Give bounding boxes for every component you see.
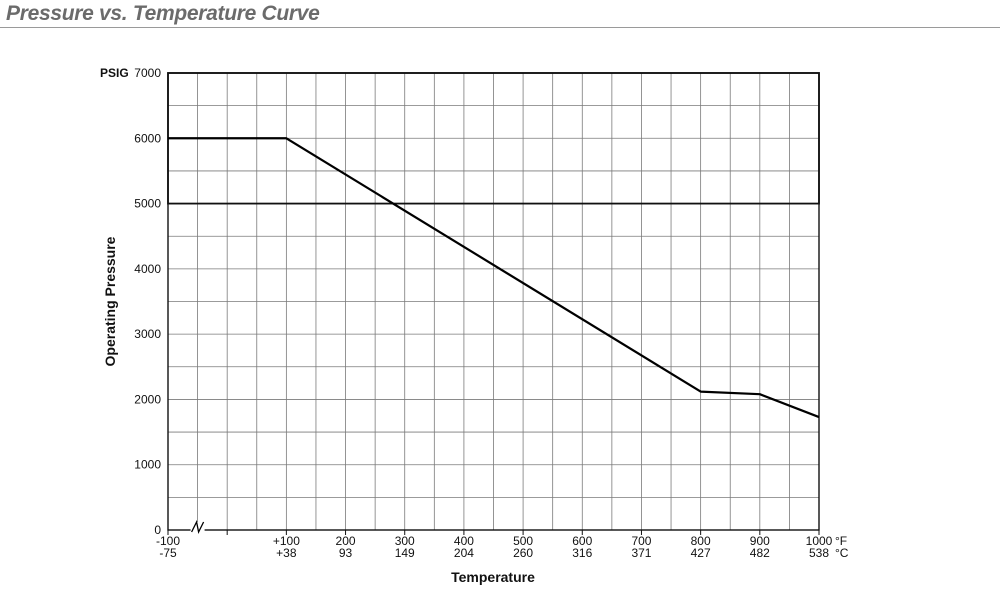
x-tick-label-c: 93 [339, 546, 353, 560]
x-tick-label-c: +38 [276, 546, 297, 560]
x-tick-label-f: -100 [156, 534, 180, 548]
x-tick-label-c: -75 [159, 546, 177, 560]
x-unit-fahrenheit: °F [835, 534, 847, 548]
x-tick-label-f: 200 [336, 534, 356, 548]
y-tick-label: 0 [154, 523, 161, 537]
x-tick-label-c: 149 [395, 546, 415, 560]
x-tick-label-f: 600 [572, 534, 592, 548]
x-unit-celsius: °C [835, 546, 849, 560]
y-tick-label: 3000 [134, 327, 161, 341]
y-unit-label: PSIG [100, 66, 129, 80]
x-tick-label-c: 204 [454, 546, 474, 560]
y-axis-title: Operating Pressure [102, 236, 118, 366]
y-tick-label: 5000 [134, 197, 161, 211]
y-tick-label: 2000 [134, 392, 161, 406]
x-tick-label-f: 300 [395, 534, 415, 548]
x-tick-label-c: 482 [750, 546, 770, 560]
series [168, 137, 820, 419]
x-tick-label-c: 538 [809, 546, 829, 560]
x-tick-label-c: 316 [572, 546, 592, 560]
x-tick-label-c: 427 [691, 546, 711, 560]
y-tick-label: 6000 [134, 131, 161, 145]
page-title: Pressure vs. Temperature Curve [6, 2, 320, 25]
x-tick-label-c: 371 [631, 546, 651, 560]
title-divider [0, 27, 1000, 28]
x-tick-label-f: 900 [750, 534, 770, 548]
x-tick-label-f: +100 [273, 534, 300, 548]
x-tick-label-f: 500 [513, 534, 533, 548]
y-tick-label: 1000 [134, 458, 161, 472]
tick-labels: 0 1000 2000 3000 4000 5000 6000 7000 -100-75 +100… [134, 66, 832, 560]
grid [167, 72, 820, 531]
axis-break-icon [190, 520, 205, 534]
x-tick-label-f: 1000 [806, 534, 833, 548]
pressure-curve [168, 137, 820, 419]
x-tick-label-f: 400 [454, 534, 474, 548]
x-tick-label-f: 700 [631, 534, 651, 548]
y-tick-label: 7000 [134, 66, 161, 80]
x-tick-label-f: 800 [691, 534, 711, 548]
x-axis-title: Temperature [451, 569, 535, 585]
x-tick-label-c: 260 [513, 546, 533, 560]
axis-break-zigzag [191, 520, 205, 534]
y-tick-label: 4000 [134, 262, 161, 276]
